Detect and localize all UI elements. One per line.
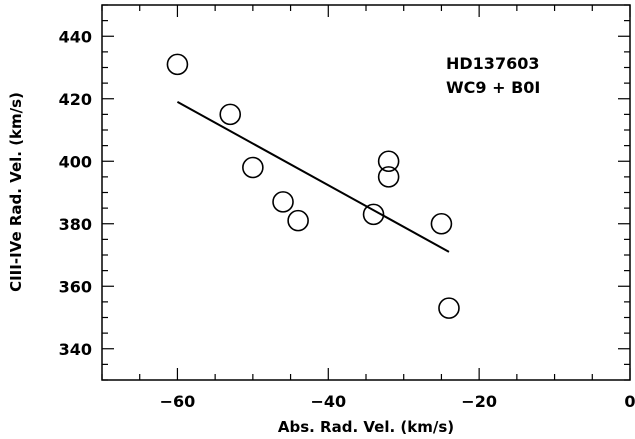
y-tick-label: 380: [59, 215, 92, 234]
data-point: [377, 166, 400, 188]
fit-line: [176, 100, 450, 253]
x-tick-label: −20: [461, 392, 497, 411]
x-tick-label: 0: [624, 392, 635, 411]
y-tick-label: 440: [59, 27, 92, 46]
annotation-star-name: HD137603: [446, 54, 539, 73]
x-tick-label: −60: [160, 392, 196, 411]
fit-line-group: [176, 100, 450, 253]
y-tick-label: 360: [59, 277, 92, 296]
axis-ticks: [101, 4, 631, 381]
data-point: [287, 209, 309, 232]
data-point: [438, 297, 460, 319]
x-tick-label: −40: [310, 392, 346, 411]
y-tick-labels: 340 360 380 400 420 440: [59, 27, 92, 359]
plot-frame: [101, 4, 631, 381]
y-tick-label: 400: [59, 152, 92, 171]
data-points: [166, 53, 460, 319]
x-tick-labels: −60 −40 −20 0: [160, 392, 635, 411]
data-point: [242, 156, 264, 179]
data-point: [272, 191, 294, 213]
annotation-spectral-type: WC9 + B0I: [446, 78, 540, 97]
y-tick-label: 420: [59, 90, 92, 109]
data-point: [219, 103, 242, 126]
data-point: [166, 53, 189, 76]
data-point: [377, 150, 400, 173]
y-tick-label: 340: [59, 340, 92, 359]
data-point: [430, 212, 453, 235]
y-axis-label: CIII-IVe Rad. Vel. (km/s): [7, 92, 25, 292]
x-axis-label: Abs. Rad. Vel. (km/s): [278, 418, 454, 436]
data-point: [362, 203, 385, 226]
